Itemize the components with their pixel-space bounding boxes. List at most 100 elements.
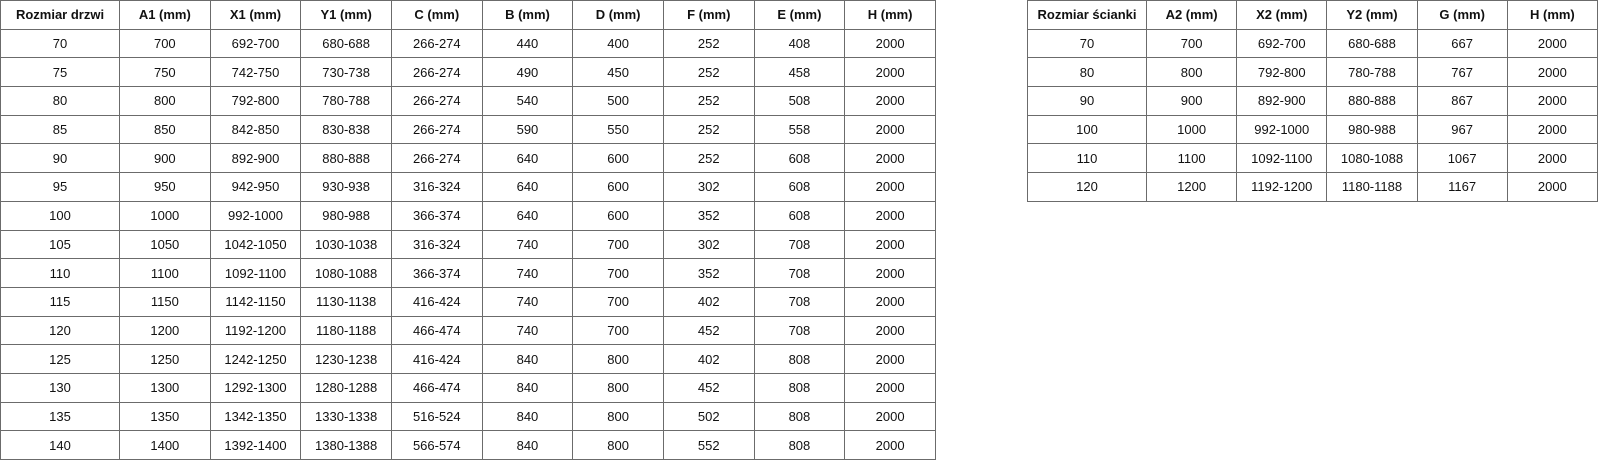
table-cell: 700 [119,28,211,59]
table-row: 85 850 842-850 830-838 266-274 590 550 252 558 20… [0,114,936,145]
table-cell: 700 [572,286,664,317]
table-cell: 266-274 [390,114,483,145]
table-cell: 252 [662,28,755,59]
table-cell: 2000 [1506,114,1599,145]
table-cell: 1150 [119,286,211,317]
table-row: 120 1200 1192-1200 1180-1188 466-474 740 700 45… [0,315,936,346]
table-cell: 302 [662,172,755,202]
table-cell: 115 [0,286,120,317]
table-cell: 120 [1027,172,1147,202]
table-cell: 840 [481,401,574,432]
table-cell: 1092-1100 [1236,143,1328,174]
table-cell: 1167 [1416,172,1508,202]
table-cell: 700 [572,229,664,260]
table-cell: 640 [481,143,574,174]
table-row: 115 1150 1142-1150 1130-1138 416-424 740 700 40… [0,286,936,317]
table-cell: 1350 [119,401,211,432]
table-cell: 930-938 [300,172,392,202]
table-cell: 90 [1027,86,1147,116]
table-cell: 100 [1027,114,1147,145]
table-row: 105 1050 1042-1050 1030-1038 316-324 740 700 30… [0,229,936,260]
table-cell: 700 [1145,28,1238,59]
table-cell: 1130-1138 [300,286,392,317]
table-cell: 1230-1238 [300,344,392,374]
table-cell: 740 [481,258,574,288]
table-cell: 942-950 [209,172,302,202]
table-cell: 800 [572,430,664,460]
table-cell: 680-688 [1326,28,1418,59]
column-header: H (mm) [844,0,936,30]
table-row: 80 800 792-800 780-788 767 2000 [1027,57,1599,88]
table-cell: 2000 [1506,28,1599,59]
table-cell: 1042-1050 [209,229,302,260]
table-cell: 800 [1145,57,1238,88]
table-cell: 552 [662,430,755,460]
table-cell: 867 [1416,86,1508,116]
table-row: 100 1000 992-1000 980-988 366-374 640 600 352 60… [0,200,936,231]
table-cell: 700 [572,258,664,288]
table-cell: 840 [481,344,574,374]
column-header: E (mm) [753,0,846,30]
table-cell: 740 [481,315,574,346]
table-cell: 800 [119,86,211,116]
table-row: 70 700 692-700 680-688 266-274 440 400 252 408 20… [0,28,936,59]
table-cell: 266-274 [390,28,483,59]
table-cell: 2000 [1506,143,1599,174]
table-cell: 2000 [844,258,936,288]
table-cell: 1180-1188 [300,315,392,346]
table-cell: 1067 [1416,143,1508,174]
table-cell: 366-374 [390,258,483,288]
table-cell: 600 [572,200,664,231]
table-cell: 1080-1088 [1326,143,1418,174]
table-row: 125 1250 1242-1250 1230-1238 416-424 840 800 40… [0,344,936,374]
table-cell: 1392-1400 [209,430,302,460]
table-cell: 2000 [844,315,936,346]
table-cell: 252 [662,143,755,174]
table-cell: 1180-1188 [1326,172,1418,202]
table-row: 110 1100 1092-1100 1080-1088 1067 2000 [1027,143,1599,174]
table-cell: 700 [572,315,664,346]
table-cell: 352 [662,200,755,231]
table-cell: 550 [572,114,664,145]
table-cell: 2000 [844,172,936,202]
table-cell: 302 [662,229,755,260]
table-cell: 880-888 [300,143,392,174]
table-cell: 2000 [844,143,936,174]
table-cell: 750 [119,57,211,88]
table-cell: 692-700 [1236,28,1328,59]
column-header: F (mm) [662,0,755,30]
table-row: 80 800 792-800 780-788 266-274 540 500 252 508 20… [0,86,936,116]
table-row: 90 900 892-900 880-888 266-274 640 600 252 608 20… [0,143,936,174]
table-cell: 640 [481,172,574,202]
table-cell: 808 [753,430,846,460]
column-header: Y2 (mm) [1326,0,1418,30]
column-header: Y1 (mm) [300,0,392,30]
table-cell: 1100 [119,258,211,288]
table-cell: 516-524 [390,401,483,432]
table-cell: 708 [753,229,846,260]
table-cell: 740 [481,286,574,317]
table-row: 135 1350 1342-1350 1330-1338 516-524 840 800 50… [0,401,936,432]
table-cell: 508 [753,86,846,116]
table-cell: 600 [572,143,664,174]
table-cell: 2000 [844,344,936,374]
column-header: A2 (mm) [1145,0,1238,30]
table-cell: 1342-1350 [209,401,302,432]
table-cell: 1200 [119,315,211,346]
table-cell: 680-688 [300,28,392,59]
table-cell: 2000 [844,114,936,145]
table-cell: 892-900 [209,143,302,174]
table-cell: 992-1000 [209,200,302,231]
table-cell: 2000 [844,430,936,460]
table-cell: 402 [662,286,755,317]
table-cell: 2000 [1506,57,1599,88]
table-cell: 2000 [844,200,936,231]
table-cell: 767 [1416,57,1508,88]
table-cell: 1280-1288 [300,372,392,403]
table-cell: 667 [1416,28,1508,59]
table-cell: 90 [0,143,120,174]
table-cell: 566-574 [390,430,483,460]
table-cell: 1242-1250 [209,344,302,374]
table-cell: 502 [662,401,755,432]
column-header: X2 (mm) [1236,0,1328,30]
